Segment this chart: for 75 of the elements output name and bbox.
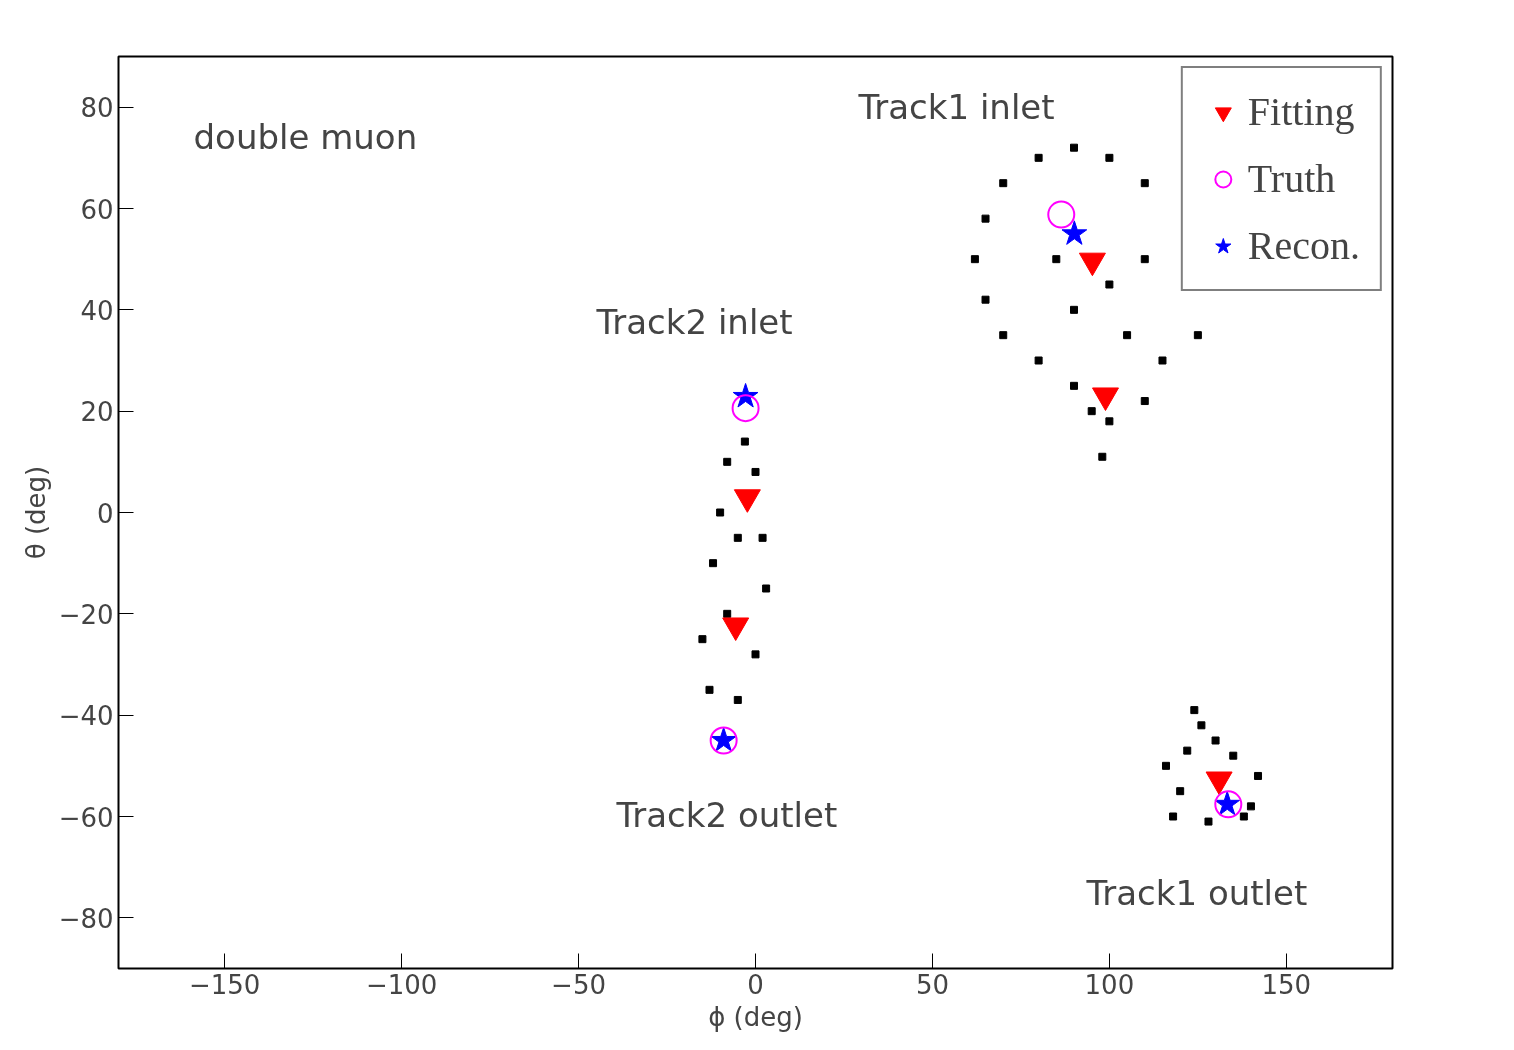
point [981, 214, 990, 223]
point [1183, 746, 1192, 755]
point [1034, 153, 1043, 162]
y-tick-label: −20 [58, 599, 114, 630]
y-axis-title: θ (deg) [20, 465, 51, 560]
x-tick-label: −100 [365, 969, 438, 1000]
y-tick-label: −60 [58, 802, 114, 833]
point [1204, 817, 1213, 826]
point [733, 695, 742, 704]
point [999, 179, 1008, 188]
point [1158, 356, 1167, 365]
point [1239, 812, 1248, 821]
point [1105, 280, 1114, 289]
point [970, 255, 979, 264]
point [1246, 802, 1255, 811]
point [1047, 200, 1076, 229]
x-tick-label: 50 [915, 969, 949, 1000]
y-tick-label: 0 [96, 498, 114, 529]
point [723, 457, 732, 466]
x-tick-label: 0 [747, 969, 764, 1000]
point [1140, 397, 1149, 406]
y-tick-label: 40 [80, 295, 114, 326]
point [1197, 721, 1206, 730]
point [1123, 331, 1132, 340]
point [1190, 706, 1199, 715]
point [1070, 143, 1078, 152]
y-tick-label: 20 [80, 397, 114, 428]
legend-label: Truth [1247, 155, 1336, 202]
point [1070, 381, 1078, 390]
annotation: Track2 outlet [615, 794, 838, 835]
point [999, 331, 1008, 340]
point [1169, 812, 1178, 821]
point [1105, 417, 1114, 426]
point [705, 685, 714, 694]
x-tick-label: −150 [188, 969, 261, 1000]
annotation: Track1 outlet [1085, 872, 1308, 913]
point [731, 394, 760, 423]
point [1162, 761, 1171, 770]
x-tick-label: −50 [551, 969, 606, 1000]
point [1061, 220, 1088, 245]
y-tick-label: 60 [80, 194, 114, 225]
y-tick-label: −40 [58, 701, 114, 732]
annotation: Track1 inlet [857, 86, 1055, 127]
point [698, 635, 707, 644]
y-tick-label: 80 [80, 93, 114, 124]
x-axis-title: ϕ (deg) [708, 1001, 803, 1032]
point [751, 467, 760, 476]
point [716, 508, 725, 517]
point [1052, 255, 1061, 264]
point [709, 559, 718, 568]
point [758, 533, 767, 542]
point [1140, 255, 1149, 264]
point [1140, 179, 1149, 188]
legend-label: Fitting [1247, 88, 1355, 135]
x-tick-label: 150 [1261, 969, 1312, 1000]
annotation: double muon [193, 116, 418, 157]
point [1254, 771, 1263, 780]
point [1229, 751, 1238, 760]
point [1105, 153, 1114, 162]
point [762, 584, 771, 593]
point [981, 295, 990, 304]
point [1211, 736, 1220, 745]
point [1193, 331, 1202, 340]
point [1070, 305, 1078, 314]
point [751, 650, 760, 659]
point [1176, 787, 1185, 796]
point [1087, 407, 1096, 416]
point [1034, 356, 1043, 365]
y-tick-label: −80 [58, 903, 114, 934]
annotation: Track2 inlet [595, 301, 793, 342]
point [1098, 452, 1107, 461]
legend-label: Recon. [1247, 222, 1360, 269]
point [740, 437, 749, 446]
point [733, 533, 742, 542]
x-tick-label: 100 [1084, 969, 1135, 1000]
